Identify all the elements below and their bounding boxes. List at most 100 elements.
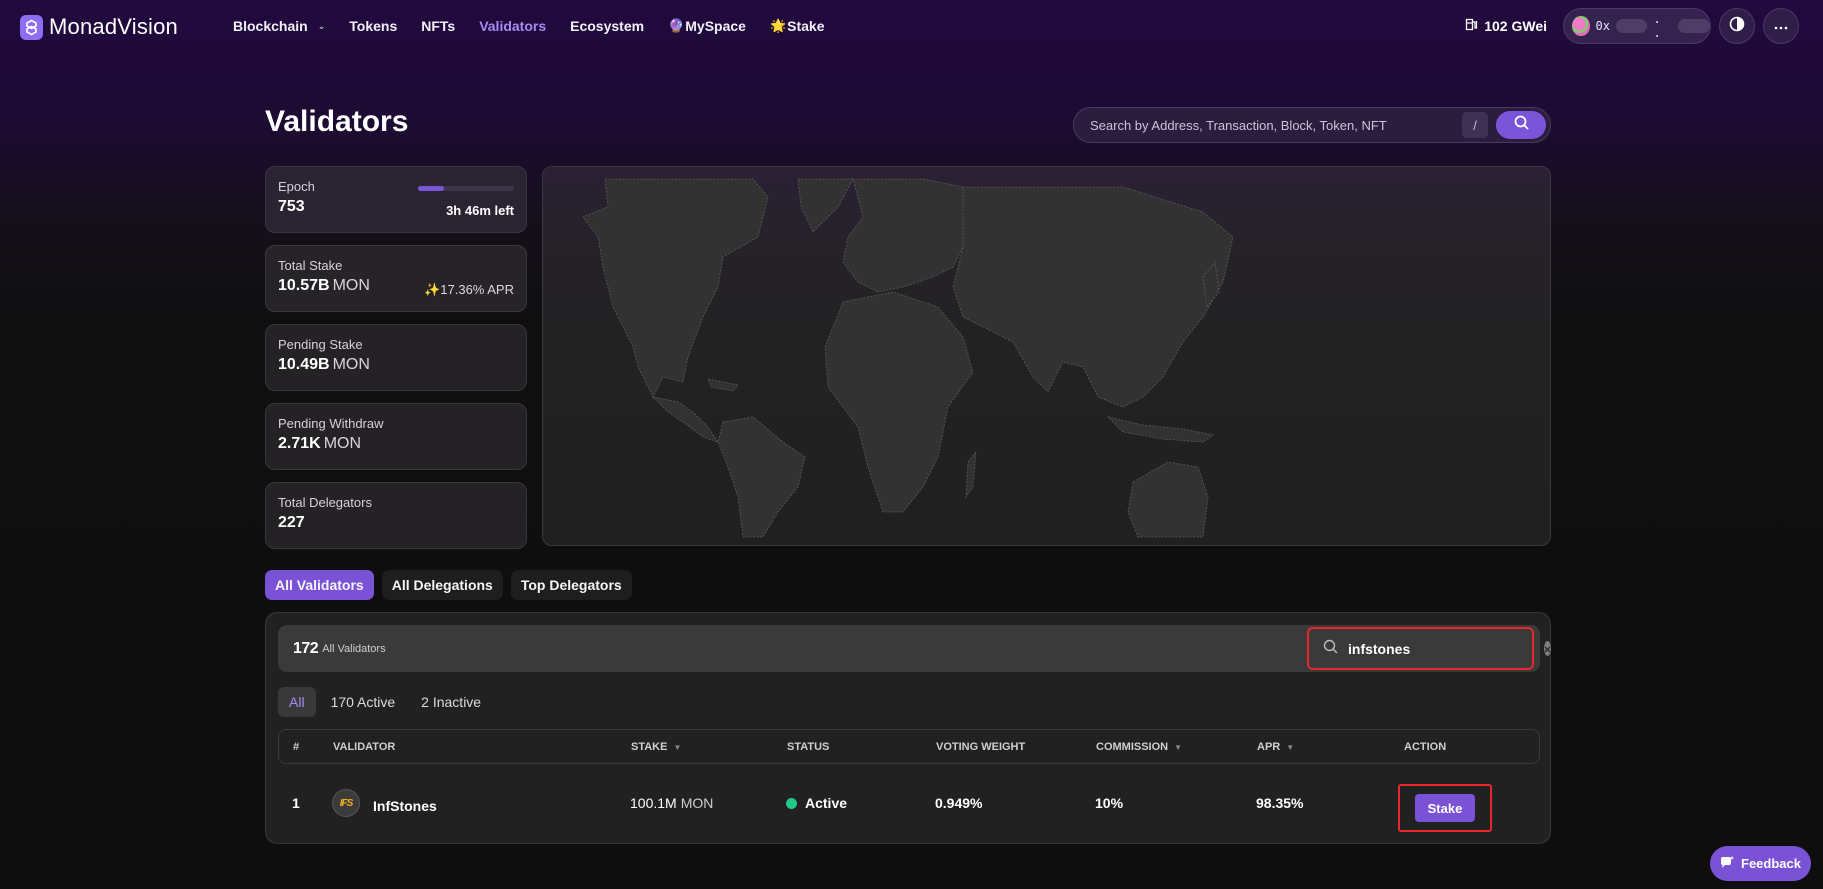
logo[interactable]: MonadVision (20, 14, 178, 40)
stake-value: 100.1M (630, 795, 677, 811)
stat-total-delegators-value: 227 (278, 514, 305, 531)
crystal-ball-icon: 🔮 (668, 18, 685, 33)
status-active-dot-icon (786, 797, 797, 809)
nav-ecosystem[interactable]: Ecosystem (570, 18, 644, 34)
nav-myspace-label: MySpace (685, 18, 746, 34)
close-icon (1544, 640, 1551, 658)
col-validator-label: VALIDATOR (333, 741, 396, 753)
search-icon (1323, 639, 1338, 659)
stat-total-stake-apr: ✨17.36% APR (424, 282, 514, 297)
wallet-address-redacted (1678, 19, 1710, 33)
row-commission: 10% (1095, 795, 1124, 811)
nav-stake-label: Stake (787, 18, 825, 34)
filter-inactive[interactable]: 2 Inactive (421, 694, 482, 710)
stat-pending-withdraw-label: Pending Withdraw (278, 416, 384, 431)
view-tabs: All Validators All Delegations Top Deleg… (265, 570, 632, 600)
top-nav: MonadVision Blockchain ⌄ Tokens NFTs Val… (0, 0, 1823, 52)
row-voting-weight: 0.949% (935, 795, 983, 811)
search-button[interactable] (1496, 111, 1546, 139)
validator-search-input[interactable] (1348, 640, 1544, 657)
col-stake-label: STAKE (631, 741, 668, 753)
col-apr[interactable]: APR ▼ (1257, 741, 1294, 753)
nav-stake[interactable]: 🌟 Stake (770, 18, 825, 34)
tab-all-validators[interactable]: All Validators (265, 570, 374, 600)
filter-all[interactable]: All (278, 687, 316, 717)
table-header: # VALIDATOR STAKE ▼ STATUS VOTING WEIGHT … (278, 729, 1540, 764)
epoch-progress-bar (418, 186, 514, 191)
gas-value: 102 GWei (1484, 18, 1547, 34)
col-voting-weight: VOTING WEIGHT (936, 741, 1025, 753)
stat-total-stake: Total Stake 10.57B MON ✨17.36% APR (265, 245, 527, 312)
status-filter-tabs: All 170 Active 2 Inactive (278, 687, 492, 717)
gas-price: 102 GWei (1465, 18, 1547, 34)
page-title: Validators (265, 105, 409, 138)
col-apr-label: APR (1257, 741, 1281, 753)
col-index: # (293, 741, 299, 753)
stat-pending-withdraw: Pending Withdraw 2.71K MON (265, 403, 527, 470)
validators-panel: 172 All Validators All 170 Active 2 Inac… (265, 612, 1551, 844)
col-commission-label: COMMISSION (1096, 741, 1169, 753)
tab-top-delegators[interactable]: Top Delegators (510, 570, 632, 600)
validator-count-label: All Validators (322, 642, 386, 655)
chat-sparkle-icon (1720, 855, 1734, 872)
gas-pump-icon (1465, 18, 1478, 34)
validator-count: 172 (293, 639, 319, 657)
stat-epoch: Epoch 753 3h 46m left (265, 166, 527, 233)
wallet-address-redacted (1615, 19, 1648, 33)
clear-search-button[interactable] (1544, 641, 1551, 656)
row-status: Active (786, 795, 847, 811)
filter-active[interactable]: 170 Active (330, 694, 396, 710)
epoch-progress-fill (418, 186, 444, 191)
stats-column: Epoch 753 3h 46m left Total Stake 10.57B… (265, 166, 527, 561)
col-commission[interactable]: COMMISSION ▼ (1096, 741, 1182, 753)
stat-pending-withdraw-value: 2.71K (278, 435, 321, 452)
stat-epoch-label: Epoch (278, 179, 315, 194)
nav-validators[interactable]: Validators (479, 18, 546, 34)
col-validator: VALIDATOR (333, 741, 395, 753)
feedback-button[interactable]: Feedback (1710, 846, 1811, 881)
row-stake: 100.1M MON (630, 795, 713, 811)
stake-action-highlight: Stake (1398, 784, 1492, 832)
wallet-button[interactable]: 0x . . (1563, 8, 1711, 44)
ellipsis-icon (1774, 17, 1788, 35)
col-voting-weight-label: VOTING WEIGHT (936, 741, 1026, 753)
stat-epoch-value: 753 (278, 198, 305, 215)
nav-validators-label: Validators (479, 18, 547, 34)
stat-total-delegators-label: Total Delegators (278, 495, 372, 510)
more-menu-button[interactable] (1763, 8, 1799, 44)
nav-myspace[interactable]: 🔮 MySpace (668, 18, 746, 34)
star-icon: 🌟 (769, 18, 787, 33)
col-stake[interactable]: STAKE ▼ (631, 741, 681, 753)
tab-all-delegations[interactable]: All Delegations (381, 570, 503, 600)
validator-search-field (1307, 627, 1551, 670)
stat-total-stake-value: 10.57B (278, 277, 330, 294)
monad-logo-icon (20, 14, 43, 40)
row-apr: 98.35% (1256, 795, 1304, 811)
col-index-label: # (293, 741, 300, 753)
stat-pending-stake-label: Pending Stake (278, 337, 363, 352)
nav-blockchain-label: Blockchain (233, 18, 308, 34)
validator-link[interactable]: IFS InfStones (332, 789, 437, 817)
contrast-icon (1729, 16, 1745, 37)
validator-avatar: IFS (332, 789, 360, 817)
global-search-input[interactable] (1090, 117, 1462, 133)
nav-tokens-label: Tokens (349, 18, 398, 34)
stat-pending-withdraw-unit: MON (323, 435, 362, 452)
nav-blockchain[interactable]: Blockchain ⌄ (233, 18, 325, 34)
nav-nfts-label: NFTs (421, 18, 456, 34)
chevron-down-icon: ⌄ (317, 20, 326, 31)
nav-tokens[interactable]: Tokens (349, 18, 397, 34)
validator-world-map[interactable] (542, 166, 1551, 546)
col-status: STATUS (787, 741, 829, 753)
world-map-graphic (582, 178, 1234, 538)
main-menu: Blockchain ⌄ Tokens NFTs Validators Ecos… (233, 18, 849, 34)
app-name: MonadVision (49, 14, 178, 39)
table-row: 1 IFS InfStones 100.1M MON Active 0.949%… (278, 773, 1540, 833)
theme-toggle-button[interactable] (1719, 8, 1755, 44)
sort-down-icon: ▼ (1174, 742, 1183, 752)
stat-total-stake-unit: MON (332, 277, 370, 294)
stake-button[interactable]: Stake (1414, 794, 1476, 822)
search-icon (1514, 115, 1529, 135)
sort-down-icon: ▼ (673, 742, 682, 752)
nav-nfts[interactable]: NFTs (421, 18, 455, 34)
